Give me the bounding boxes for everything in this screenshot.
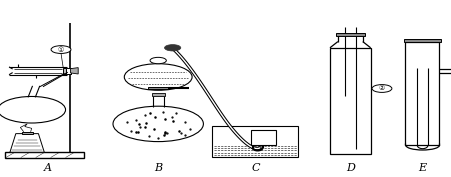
Bar [22, 132, 32, 134]
Bar [336, 33, 364, 36]
Circle shape [51, 46, 71, 53]
Text: ②: ② [378, 85, 384, 92]
Bar [405, 42, 438, 145]
Bar [152, 93, 164, 96]
Polygon shape [70, 68, 78, 74]
Circle shape [371, 85, 391, 92]
Circle shape [150, 57, 166, 64]
Bar [250, 130, 275, 145]
Text: C: C [251, 164, 259, 173]
Bar [212, 126, 298, 157]
Bar [63, 68, 70, 74]
Text: B: B [154, 164, 162, 173]
Bar [212, 144, 298, 157]
Bar [329, 48, 370, 154]
Bar [148, 87, 168, 89]
Bar [5, 152, 83, 158]
Circle shape [113, 106, 203, 142]
Circle shape [164, 45, 180, 51]
Circle shape [124, 64, 192, 90]
Text: E: E [418, 164, 426, 173]
Bar [403, 39, 440, 42]
Text: ①: ① [58, 47, 64, 53]
Polygon shape [10, 134, 44, 152]
Text: D: D [345, 164, 354, 173]
Circle shape [0, 96, 65, 123]
Text: A: A [43, 164, 51, 173]
Bar [65, 68, 71, 74]
